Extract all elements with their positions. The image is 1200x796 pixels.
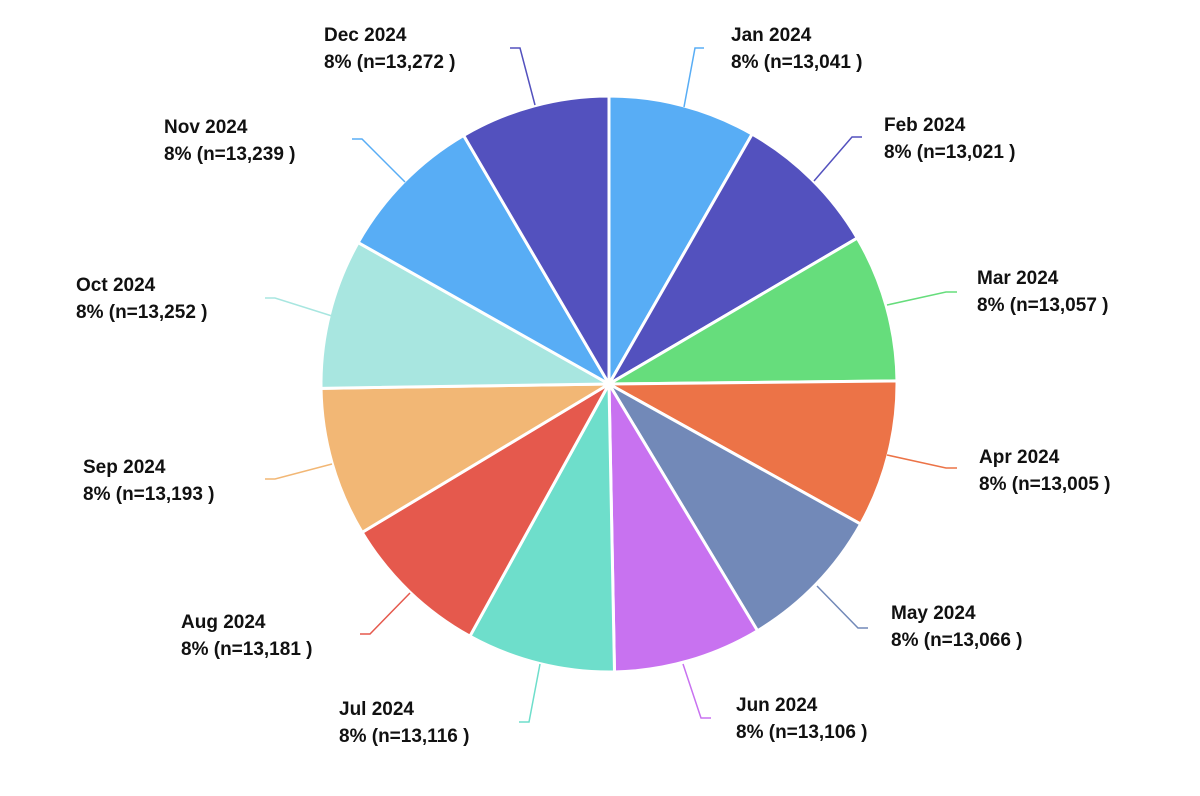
slice-label-value: 8% (n=13,193 ) (83, 484, 215, 505)
slice-label: Aug 2024 8% (n=13,181 ) (181, 609, 313, 663)
pie-slice-sep-2024[interactable] (319, 382, 611, 534)
slice-label: Dec 2024 8% (n=13,272 ) (324, 22, 456, 76)
leader-line (519, 663, 541, 723)
slice-label-value: 8% (n=13,272 ) (324, 52, 456, 73)
pie-slice-mar-2024[interactable] (607, 236, 899, 386)
slice-label: Feb 2024 8% (n=13,021 ) (884, 112, 1016, 166)
slice-label-value: 8% (n=13,057 ) (977, 295, 1109, 316)
leader-line (265, 463, 333, 480)
slice-label-value: 8% (n=13,116 ) (339, 726, 470, 747)
slice-label-title: May 2024 (891, 603, 976, 624)
slice-label: Sep 2024 8% (n=13,193 ) (83, 454, 215, 508)
slice-label-title: Jan 2024 (731, 25, 812, 46)
slice-label-title: Dec 2024 (324, 25, 407, 46)
slice-label: Oct 2024 8% (n=13,252 ) (76, 272, 208, 326)
slice-label-value: 8% (n=13,106 ) (736, 722, 868, 743)
leader-line (360, 592, 411, 635)
pie-slice-may-2024[interactable] (607, 382, 863, 633)
slice-label-value: 8% (n=13,066 ) (891, 630, 1023, 651)
pie-slice-feb-2024[interactable] (607, 132, 859, 386)
slice-label-title: Sep 2024 (83, 457, 166, 478)
slice-label-title: Apr 2024 (979, 447, 1060, 468)
leader-line (886, 291, 957, 306)
pie-slice-jan-2024[interactable] (607, 94, 754, 386)
slice-label-title: Nov 2024 (164, 117, 248, 138)
slice-label-title: Jul 2024 (339, 699, 414, 720)
pie-slice-dec-2024[interactable] (462, 94, 611, 386)
leader-line (352, 138, 406, 183)
leader-line (886, 454, 957, 469)
slice-label-value: 8% (n=13,239 ) (164, 144, 296, 165)
pie-slice-jun-2024[interactable] (607, 382, 760, 674)
leader-line (813, 136, 862, 182)
slice-label: Mar 2024 8% (n=13,057 ) (977, 265, 1109, 319)
leader-line (510, 47, 536, 106)
slice-label-title: Aug 2024 (181, 612, 266, 633)
leader-line (265, 297, 333, 317)
pie-slice-oct-2024[interactable] (319, 241, 611, 390)
slice-label-value: 8% (n=13,252 ) (76, 302, 208, 323)
slice-label: Jun 2024 8% (n=13,106 ) (736, 692, 868, 746)
leader-line (816, 585, 868, 629)
slice-label-value: 8% (n=13,005 ) (979, 474, 1111, 495)
slice-label-value: 8% (n=13,021 ) (884, 142, 1016, 163)
slice-label-value: 8% (n=13,181 ) (181, 639, 313, 660)
slice-label-title: Mar 2024 (977, 268, 1059, 289)
slice-label: May 2024 8% (n=13,066 ) (891, 600, 1023, 654)
slice-label-title: Oct 2024 (76, 275, 156, 296)
pie-slice-jul-2024[interactable] (468, 382, 616, 674)
pie-slice-aug-2024[interactable] (360, 382, 611, 638)
slice-label: Jul 2024 8% (n=13,116 ) (339, 696, 469, 750)
slice-label: Jan 2024 8% (n=13,041 ) (731, 22, 863, 76)
slice-label-value: 8% (n=13,041 ) (731, 52, 863, 73)
pie-slice-nov-2024[interactable] (356, 133, 611, 386)
slice-label-title: Jun 2024 (736, 695, 818, 716)
slice-label: Nov 2024 8% (n=13,239 ) (164, 114, 296, 168)
slice-label: Apr 2024 8% (n=13,005 ) (979, 444, 1111, 498)
slice-label-title: Feb 2024 (884, 115, 966, 136)
leader-line (682, 663, 711, 719)
leader-line (683, 47, 704, 108)
